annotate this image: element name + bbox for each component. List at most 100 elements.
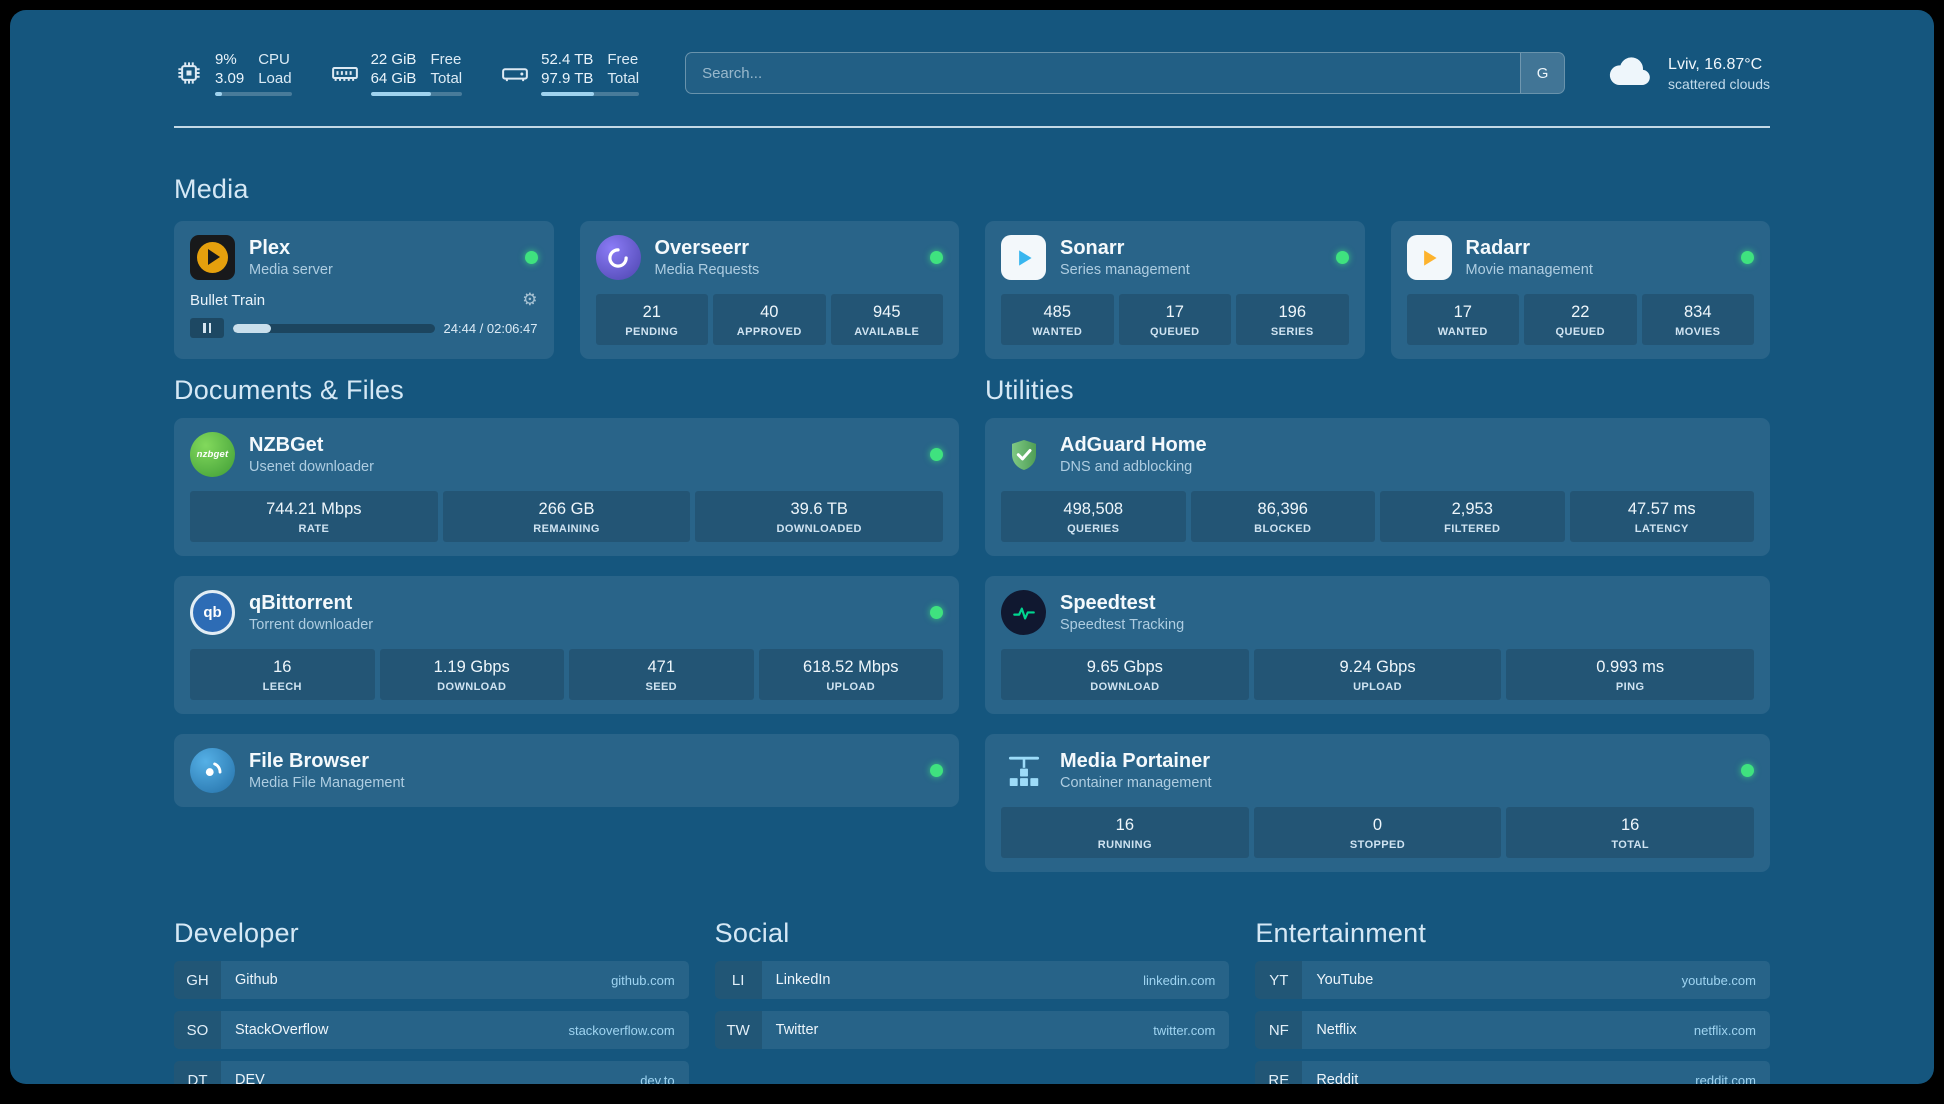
section-title-media: Media xyxy=(174,174,249,204)
service-card-qbittorrent[interactable]: qb qBittorrent Torrent downloader 16 LEE… xyxy=(174,576,959,714)
utilities-column: Utilities AdGuard Home xyxy=(985,375,1770,892)
service-name: qBittorrent xyxy=(249,591,353,614)
service-name: Sonarr xyxy=(1060,236,1125,259)
search-provider-button[interactable]: G xyxy=(1520,53,1565,93)
service-name: Radarr xyxy=(1465,236,1530,259)
bookmark-stackoverflow[interactable]: SO StackOverflow stackoverflow.com xyxy=(174,1011,689,1049)
search-input[interactable] xyxy=(686,53,1521,93)
speedtest-icon xyxy=(1001,590,1046,635)
bookmark-abbr: YT xyxy=(1255,961,1303,999)
memory-icon xyxy=(330,58,360,88)
stat-block: 266 GB REMAINING xyxy=(442,491,691,542)
section-title-utilities: Utilities xyxy=(985,375,1074,405)
service-card-sonarr[interactable]: Sonarr Series management 485 WANTED 17 Q… xyxy=(985,221,1365,359)
bookmark-name: Github xyxy=(235,972,278,988)
service-subtitle: DNS and adblocking xyxy=(1060,458,1193,475)
service-name: Media Portainer xyxy=(1060,749,1211,772)
gear-icon[interactable]: ⚙ xyxy=(522,290,538,310)
bookmark-group-social: Social LI LinkedIn linkedin.com TW Twitt… xyxy=(714,918,1230,1084)
bookmark-url: netflix.com xyxy=(1693,1022,1756,1038)
bookmark-abbr: SO xyxy=(174,1011,221,1049)
portainer-icon xyxy=(1001,748,1046,793)
service-card-radarr[interactable]: Radarr Movie management 17 WANTED 22 QUE… xyxy=(1390,221,1770,359)
disk-widget: 52.4 TB 97.9 TB Free Total xyxy=(500,50,640,96)
resource-widgets: 9% 3.09 CPU Load xyxy=(174,50,640,96)
bookmark-abbr: GH xyxy=(174,961,221,999)
bookmark-github[interactable]: GH Github github.com xyxy=(174,961,689,999)
bookmark-netflix[interactable]: NF Netflix netflix.com xyxy=(1255,1011,1770,1049)
stat-block: 0 STOPPED xyxy=(1253,807,1502,858)
section-title-developer: Developer xyxy=(174,918,299,948)
service-subtitle: Series management xyxy=(1060,261,1190,278)
stat-block: 0.993 ms PING xyxy=(1506,649,1755,700)
bookmark-dev[interactable]: DT DEV dev.to xyxy=(174,1061,689,1084)
service-card-filebrowser[interactable]: File Browser Media File Management xyxy=(174,734,959,807)
service-subtitle: Media server xyxy=(249,261,333,278)
status-dot xyxy=(1741,764,1754,777)
stat-block: 16 RUNNING xyxy=(1001,807,1249,858)
status-dot xyxy=(1741,251,1754,264)
bookmark-name: LinkedIn xyxy=(775,972,831,988)
service-subtitle: Container management xyxy=(1060,774,1212,791)
bookmark-name: StackOverflow xyxy=(235,1022,329,1038)
stat-block: 485 WANTED xyxy=(1001,294,1114,345)
adguard-icon xyxy=(1001,432,1046,477)
bookmark-url: reddit.com xyxy=(1695,1072,1756,1085)
bookmark-name: Twitter xyxy=(775,1022,819,1038)
service-name: File Browser xyxy=(249,749,370,772)
stat-block: 196 SERIES xyxy=(1236,294,1349,345)
stat-block: 21 PENDING xyxy=(595,294,708,345)
service-card-speedtest[interactable]: Speedtest Speedtest Tracking 9.65 Gbps D… xyxy=(985,576,1770,714)
cpu-usage-bar xyxy=(215,92,292,96)
bookmark-url: youtube.com xyxy=(1681,972,1756,988)
service-subtitle: Movie management xyxy=(1465,261,1593,278)
stat-block: 16 LEECH xyxy=(190,649,375,700)
bookmark-name: Reddit xyxy=(1316,1072,1359,1084)
service-card-overseerr[interactable]: Overseerr Media Requests 21 PENDING 40 A… xyxy=(579,221,959,359)
service-subtitle: Media Requests xyxy=(654,261,760,278)
service-subtitle: Speedtest Tracking xyxy=(1060,616,1185,633)
status-dot xyxy=(930,448,943,461)
stat-block: 40 APPROVED xyxy=(713,294,826,345)
pause-button[interactable] xyxy=(190,318,224,338)
stat-block: 498,508 QUERIES xyxy=(1001,491,1186,542)
stat-block: 744.21 Mbps RATE xyxy=(190,491,438,542)
playback-progress[interactable] xyxy=(233,323,435,333)
stat-block: 834 MOVIES xyxy=(1641,294,1754,345)
bookmark-twitter[interactable]: TW Twitter twitter.com xyxy=(714,1011,1230,1049)
stat-block: 471 SEED xyxy=(569,649,754,700)
dashboard: 9% 3.09 CPU Load xyxy=(10,10,1934,1084)
service-card-plex[interactable]: Plex Media server Bullet Train ⚙ 24:44 /… xyxy=(174,221,554,359)
service-name: Plex xyxy=(249,236,291,259)
bookmark-url: linkedin.com xyxy=(1143,972,1216,988)
weather-widget: Lviv, 16.87°C scattered clouds xyxy=(1607,54,1770,93)
section-title-entertainment: Entertainment xyxy=(1255,918,1427,948)
bookmark-abbr: RE xyxy=(1255,1061,1303,1084)
nzbget-icon: nzbget xyxy=(190,432,235,477)
stat-block: 9.24 Gbps UPLOAD xyxy=(1253,649,1502,700)
service-subtitle: Usenet downloader xyxy=(249,458,374,475)
filebrowser-icon xyxy=(190,748,235,793)
bookmark-linkedin[interactable]: LI LinkedIn linkedin.com xyxy=(714,961,1230,999)
bookmarks: Developer GH Github github.com SO StackO… xyxy=(174,918,1770,1084)
section-title-social: Social xyxy=(714,918,790,948)
stat-block: 16 TOTAL xyxy=(1506,807,1755,858)
stat-block: 22 QUEUED xyxy=(1524,294,1637,345)
bookmark-youtube[interactable]: YT YouTube youtube.com xyxy=(1255,961,1770,999)
bookmark-name: DEV xyxy=(235,1072,265,1084)
service-card-nzbget[interactable]: nzbget NZBGet Usenet downloader 744.21 M… xyxy=(174,418,959,556)
search-bar: G xyxy=(685,52,1566,94)
service-card-portainer[interactable]: Media Portainer Container management 16 … xyxy=(985,734,1770,872)
memory-usage-bar xyxy=(370,92,463,96)
stat-block: 1.19 Gbps DOWNLOAD xyxy=(379,649,564,700)
radarr-icon xyxy=(1406,235,1452,280)
service-card-adguard[interactable]: AdGuard Home DNS and adblocking 498,508 … xyxy=(985,418,1770,556)
bookmark-reddit[interactable]: RE Reddit reddit.com xyxy=(1255,1061,1770,1084)
bookmark-abbr: TW xyxy=(714,1011,762,1049)
status-dot xyxy=(930,251,943,264)
bookmark-abbr: LI xyxy=(714,961,762,999)
memory-values: 22 GiB 64 GiB xyxy=(370,51,417,87)
bookmark-url: github.com xyxy=(611,972,675,988)
media-grid: Plex Media server Bullet Train ⚙ 24:44 /… xyxy=(174,221,1770,359)
